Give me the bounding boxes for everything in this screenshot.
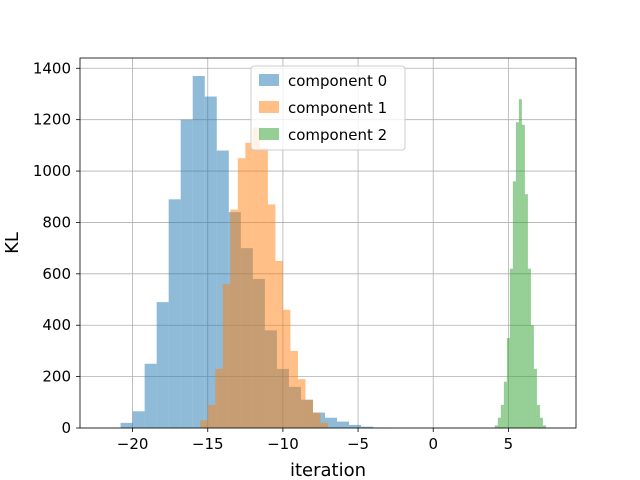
- histogram-bar-series-1: [275, 260, 283, 428]
- bars-layer: [120, 75, 546, 429]
- histogram-bar-series-2: [539, 417, 543, 428]
- y-tick-label: 600: [42, 265, 71, 283]
- histogram-bar-series-0: [324, 417, 338, 428]
- histogram-bar-series-1: [222, 284, 231, 428]
- histogram-bar-series-2: [512, 181, 516, 428]
- legend-label-0: component 0: [288, 72, 387, 90]
- y-axis-label: KL: [2, 232, 23, 254]
- histogram-bar-series-2: [518, 99, 522, 428]
- histogram-bar-series-0: [156, 302, 169, 428]
- histogram-bar-series-0: [361, 426, 374, 428]
- histogram-bar-series-2: [494, 425, 498, 428]
- legend-label-2: component 2: [288, 126, 387, 144]
- x-tick-label: −20: [117, 435, 149, 453]
- legend-label-1: component 1: [288, 99, 387, 117]
- histogram-bar-series-1: [260, 147, 268, 429]
- histogram-bar-series-1: [200, 420, 208, 428]
- histogram-bar-series-2: [509, 268, 513, 428]
- histogram-bar-series-2: [527, 268, 531, 428]
- y-tick-label: 800: [42, 213, 71, 231]
- histogram-bar-series-2: [530, 325, 534, 428]
- histogram-bar-series-1: [297, 379, 306, 428]
- histogram-bar-series-1: [207, 404, 216, 428]
- x-tick-label: −15: [192, 435, 224, 453]
- histogram-bar-series-2: [515, 122, 519, 428]
- histogram-bar-series-2: [524, 194, 528, 428]
- x-tick-label: 0: [428, 435, 438, 453]
- x-tick-label: 5: [504, 435, 514, 453]
- histogram-bar-series-1: [237, 158, 246, 429]
- histogram-bar-series-1: [252, 127, 261, 428]
- histogram-bar-series-2: [506, 338, 510, 428]
- histogram-bar-series-2: [533, 368, 537, 428]
- histogram-bar-series-1: [267, 204, 276, 428]
- histogram-bar-series-0: [337, 421, 350, 428]
- y-tick-label: 1400: [33, 59, 71, 77]
- histogram-bar-series-1: [230, 209, 238, 428]
- histogram-bar-series-0: [192, 75, 205, 428]
- y-tick-label: 1200: [33, 111, 71, 129]
- histogram-bar-series-1: [245, 142, 253, 428]
- histogram-bar-series-2: [497, 417, 501, 428]
- y-tick-label: 1000: [33, 162, 71, 180]
- y-tick-label: 0: [61, 419, 71, 437]
- ticks-layer: −20 −15 −10 −5 0 5 0 200 400 600 800 1000 1200 1400: [33, 59, 513, 453]
- legend-swatch-0: [259, 74, 279, 86]
- histogram-bar-series-0: [132, 411, 145, 428]
- histogram-bar-series-2: [542, 425, 546, 428]
- legend-swatch-1: [259, 101, 279, 113]
- y-tick-label: 400: [42, 316, 71, 334]
- legend-swatch-2: [259, 128, 279, 140]
- histogram-bar-series-0: [120, 422, 133, 428]
- histogram-bar-series-0: [168, 199, 181, 428]
- histogram-bar-series-0: [144, 363, 157, 428]
- y-tick-label: 200: [42, 368, 71, 386]
- histogram-bar-series-2: [521, 124, 525, 429]
- histogram-bar-series-2: [536, 404, 540, 428]
- plot-frame: [79, 57, 577, 429]
- histogram-bar-series-2: [503, 381, 507, 428]
- histogram-bar-series-1: [215, 368, 223, 428]
- x-tick-label: −10: [267, 435, 299, 453]
- histogram-bar-series-1: [290, 350, 298, 428]
- histogram-bar-series-0: [180, 119, 193, 429]
- histogram-bar-series-1: [282, 309, 291, 428]
- histogram-bar-series-2: [500, 404, 504, 428]
- histogram-bar-series-1: [305, 399, 313, 428]
- x-tick-label: −5: [347, 435, 369, 453]
- x-axis-label: iteration: [290, 460, 366, 480]
- histogram-bar-series-0: [349, 424, 362, 428]
- histogram-bar-series-1: [320, 422, 328, 428]
- legend: component 0 component 1 component 2: [250, 65, 406, 151]
- legend-box: [250, 65, 406, 151]
- histogram-bar-series-1: [312, 412, 321, 428]
- histogram-bar-series-0: [204, 96, 217, 429]
